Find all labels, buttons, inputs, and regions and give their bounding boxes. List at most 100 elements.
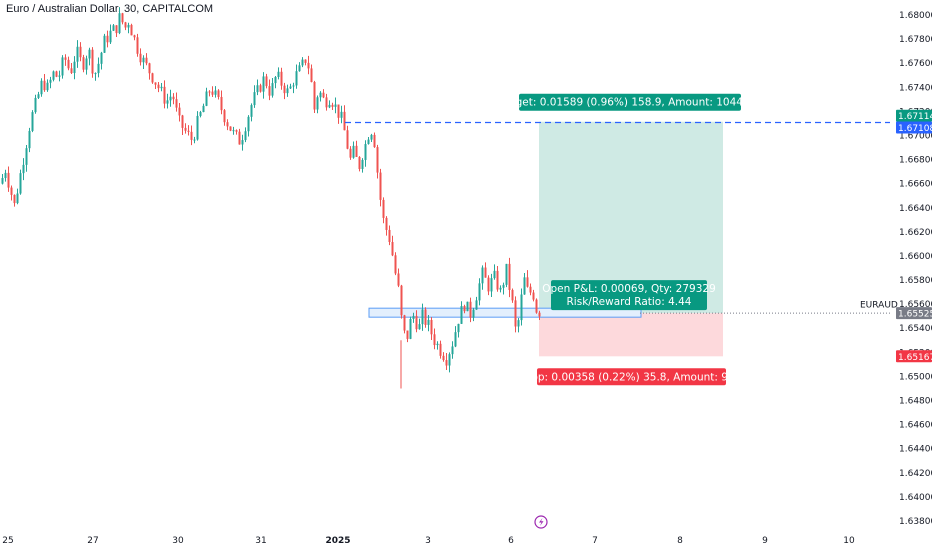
candle-body <box>436 343 439 346</box>
candle-body <box>127 24 130 28</box>
time-tick-label: 30 <box>172 536 184 546</box>
candle-body <box>457 323 460 333</box>
candle-body <box>187 130 190 132</box>
candle-body <box>157 84 160 89</box>
price-axis[interactable]: 1.680001.678001.676001.674001.672001.670… <box>860 11 932 527</box>
candle-body <box>4 172 7 179</box>
candle-body <box>193 139 196 141</box>
candle-body <box>289 86 292 89</box>
candle-body <box>208 91 211 93</box>
candle-body <box>373 134 376 148</box>
price-tick-label: 1.64400 <box>899 445 932 455</box>
price-tick-label: 1.63800 <box>899 517 932 527</box>
candle-body <box>490 278 493 292</box>
time-tick-label: 6 <box>508 536 514 546</box>
candle-body <box>526 277 529 287</box>
current-price-tag: 1.65525 <box>898 310 932 320</box>
candle-body <box>34 97 37 113</box>
target-price-tag-bg <box>896 109 932 122</box>
candle-body <box>136 37 139 54</box>
candle-body <box>226 122 229 127</box>
candle-body <box>385 217 388 230</box>
time-axis[interactable]: 25 27 30 31 2025 3 6 7 8 9 10 <box>2 536 855 546</box>
candle-body <box>316 97 319 110</box>
candle-body <box>190 131 193 140</box>
time-tick-label: 25 <box>2 536 13 546</box>
candle-body <box>145 57 148 64</box>
candle-body <box>103 35 106 53</box>
price-tick-label: 1.64000 <box>899 493 932 503</box>
candle-body <box>79 46 82 58</box>
price-tick-label: 1.66200 <box>899 228 932 238</box>
candle-body <box>37 94 40 98</box>
price-tick-label: 1.66800 <box>899 156 932 166</box>
candle-body <box>160 86 163 89</box>
candle-body <box>223 110 226 123</box>
candle-body <box>13 194 16 204</box>
candle-body <box>358 156 361 169</box>
stop-price-tag: 1.65167 <box>898 353 932 363</box>
price-tick-label: 1.66600 <box>899 180 932 190</box>
candle-body <box>475 300 478 310</box>
blue-line-price-tag: 1.67108 <box>898 124 932 134</box>
candle-body <box>241 140 244 145</box>
chart-title: Euro / Australian Dollar, 30, CAPITALCOM <box>6 3 214 15</box>
candle-body <box>304 59 307 63</box>
candle-body <box>67 59 70 69</box>
candle-body <box>16 193 19 204</box>
candle-body <box>364 144 367 160</box>
candle-body <box>523 277 526 295</box>
candle-body <box>217 90 220 97</box>
candle-body <box>112 25 115 31</box>
candle-body <box>121 13 124 23</box>
candle-body <box>88 49 91 59</box>
candle-body <box>433 334 436 346</box>
candle-body <box>55 71 58 77</box>
candle-body <box>445 360 448 366</box>
price-tick-label: 1.65400 <box>899 324 932 334</box>
candle-body <box>328 104 331 108</box>
candle-body <box>100 52 103 64</box>
candle-body <box>295 71 298 86</box>
candle-body <box>124 22 127 28</box>
candle-body <box>298 65 301 72</box>
candle-body <box>367 139 370 145</box>
candle-body <box>178 107 181 116</box>
candle-body <box>460 306 463 324</box>
candle-body <box>199 112 202 116</box>
overlays-layer <box>345 121 890 529</box>
candle-body <box>487 277 490 292</box>
candle-body <box>169 96 172 101</box>
candle-body <box>388 229 391 243</box>
candle-body <box>307 62 310 69</box>
candle-body <box>31 112 34 131</box>
time-tick-label: 7 <box>592 536 598 546</box>
candle-body <box>7 172 10 188</box>
candle-body <box>469 301 472 318</box>
candle-body <box>247 116 250 132</box>
candle-body <box>283 85 286 94</box>
pnl-label-text: Open P&L: 0.00069, Qty: 279329 <box>542 283 716 295</box>
candle-body <box>520 294 523 321</box>
lightning-icon <box>539 518 544 526</box>
candle-body <box>277 71 280 78</box>
candle-body <box>214 90 217 95</box>
candle-body <box>244 131 247 141</box>
candle-body <box>481 267 484 284</box>
candle-body <box>394 255 397 274</box>
candle-body <box>91 49 94 74</box>
candle-body <box>229 126 232 131</box>
candle-body <box>142 57 145 63</box>
candle-body <box>166 100 169 104</box>
candle-body <box>19 173 22 194</box>
candle-body <box>484 267 487 278</box>
price-tick-label: 1.67400 <box>899 83 932 93</box>
candle-body <box>349 148 352 158</box>
price-tick-label: 1.65000 <box>899 372 932 382</box>
candle-body <box>172 96 175 100</box>
candle-body <box>268 86 271 96</box>
candle-body <box>325 97 328 108</box>
candle-body <box>262 76 265 92</box>
candle-body <box>463 306 466 312</box>
